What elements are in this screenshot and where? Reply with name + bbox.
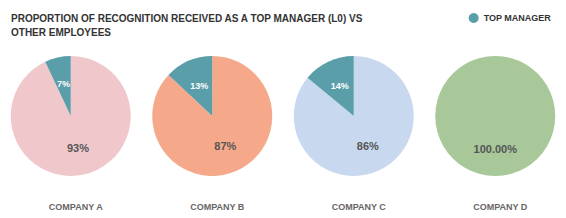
svg-text:TOP MANAGER: TOP MANAGER <box>484 13 552 23</box>
svg-text:100.00%: 100.00% <box>474 143 518 155</box>
svg-text:13%: 13% <box>190 81 208 91</box>
svg-text:COMPANY A: COMPANY A <box>49 202 103 212</box>
svg-text:86%: 86% <box>357 140 379 152</box>
svg-text:PROPORTION OF RECOGNITION RECE: PROPORTION OF RECOGNITION RECEIVED AS A … <box>11 13 363 24</box>
svg-text:14%: 14% <box>331 81 349 91</box>
svg-text:87%: 87% <box>214 140 236 152</box>
svg-text:COMPANY B: COMPANY B <box>190 202 245 212</box>
svg-text:93%: 93% <box>67 142 89 154</box>
svg-text:COMPANY D: COMPANY D <box>473 202 528 212</box>
svg-text:7%: 7% <box>57 79 70 89</box>
svg-text:OTHER EMPLOYEES: OTHER EMPLOYEES <box>11 27 111 38</box>
svg-text:COMPANY C: COMPANY C <box>332 202 387 212</box>
